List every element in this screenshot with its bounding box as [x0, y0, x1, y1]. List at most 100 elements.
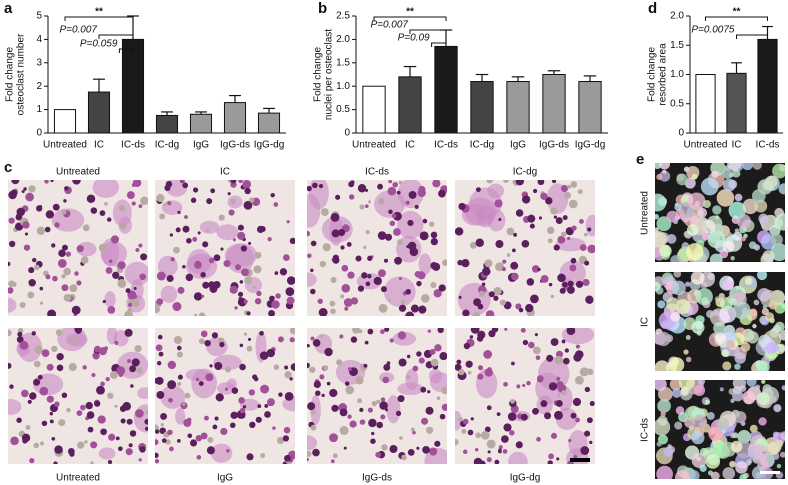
texture: [553, 215, 558, 219]
texture: [10, 436, 19, 446]
x-tick-label: IgG-ds: [220, 140, 250, 151]
texture: [732, 432, 739, 439]
significance-label: **: [406, 7, 414, 18]
texture: [90, 461, 94, 464]
significance-bracket: [409, 29, 447, 34]
texture: [46, 363, 54, 371]
texture: [244, 187, 251, 195]
image-label: IgG: [217, 473, 233, 484]
texture: [433, 289, 442, 298]
texture: [674, 203, 682, 211]
texture: [656, 441, 662, 447]
texture: [548, 382, 558, 391]
texture: [63, 267, 71, 276]
texture: [167, 429, 173, 436]
texture: [240, 268, 249, 277]
texture: [283, 426, 291, 434]
texture: [235, 264, 242, 271]
texture: [401, 454, 407, 461]
texture: [579, 367, 589, 377]
texture: [722, 240, 735, 253]
texture: [284, 371, 292, 379]
micrograph: [8, 328, 148, 464]
texture: [282, 396, 295, 412]
texture: [732, 390, 744, 402]
texture: [385, 233, 393, 241]
texture: [407, 448, 415, 456]
x-tick-label: Untreated: [684, 140, 728, 151]
texture: [319, 260, 326, 268]
texture: [37, 374, 43, 380]
texture: [28, 267, 35, 274]
texture: [548, 453, 554, 460]
texture: [321, 393, 325, 398]
texture: [388, 180, 393, 184]
texture: [384, 328, 390, 332]
texture: [273, 364, 280, 370]
image-label: IC: [640, 317, 651, 327]
texture: [421, 417, 429, 425]
texture: [8, 362, 12, 369]
texture: [167, 201, 172, 206]
texture: [204, 415, 209, 421]
texture: [778, 183, 785, 195]
texture: [721, 349, 729, 357]
texture: [10, 189, 18, 197]
texture: [282, 254, 290, 262]
texture: [389, 338, 394, 343]
texture: [205, 373, 214, 382]
texture: [691, 173, 698, 180]
texture: [537, 375, 544, 382]
texture: [317, 298, 323, 304]
texture: [107, 306, 116, 314]
texture: [584, 232, 588, 237]
texture: [713, 310, 720, 316]
texture: [560, 231, 567, 238]
texture: [475, 432, 482, 439]
y-axis-label: resorbed area: [658, 43, 669, 106]
texture: [655, 418, 671, 436]
texture: [16, 207, 26, 217]
texture: [751, 189, 766, 203]
texture: [139, 446, 146, 453]
texture: [709, 253, 723, 262]
texture: [322, 243, 331, 252]
texture: [124, 261, 148, 286]
texture: [478, 365, 484, 371]
texture: [572, 397, 582, 407]
texture: [8, 287, 14, 294]
texture: [575, 280, 584, 288]
texture: [493, 295, 499, 301]
texture: [238, 180, 244, 184]
texture: [711, 170, 719, 178]
texture: [776, 463, 782, 469]
texture: [742, 198, 759, 215]
texture: [361, 272, 368, 279]
texture: [202, 281, 210, 289]
texture: [218, 214, 225, 221]
texture: [130, 384, 134, 388]
texture: [555, 399, 563, 407]
texture: [526, 278, 535, 286]
texture: [359, 419, 366, 425]
texture: [307, 402, 316, 411]
texture: [406, 354, 411, 359]
texture: [289, 328, 295, 335]
texture: [770, 233, 783, 246]
texture: [92, 180, 119, 198]
texture: [38, 205, 43, 209]
texture: [22, 221, 30, 229]
texture: [11, 282, 17, 287]
texture: [289, 337, 295, 343]
texture: [680, 387, 689, 397]
texture: [161, 438, 167, 443]
texture: [347, 414, 352, 419]
significance-label: P=0.007: [59, 25, 97, 36]
texture: [412, 365, 419, 372]
texture: [544, 412, 552, 420]
texture: [367, 255, 373, 262]
texture: [455, 227, 464, 236]
texture: [586, 417, 593, 424]
texture: [156, 298, 164, 305]
texture: [51, 345, 58, 353]
